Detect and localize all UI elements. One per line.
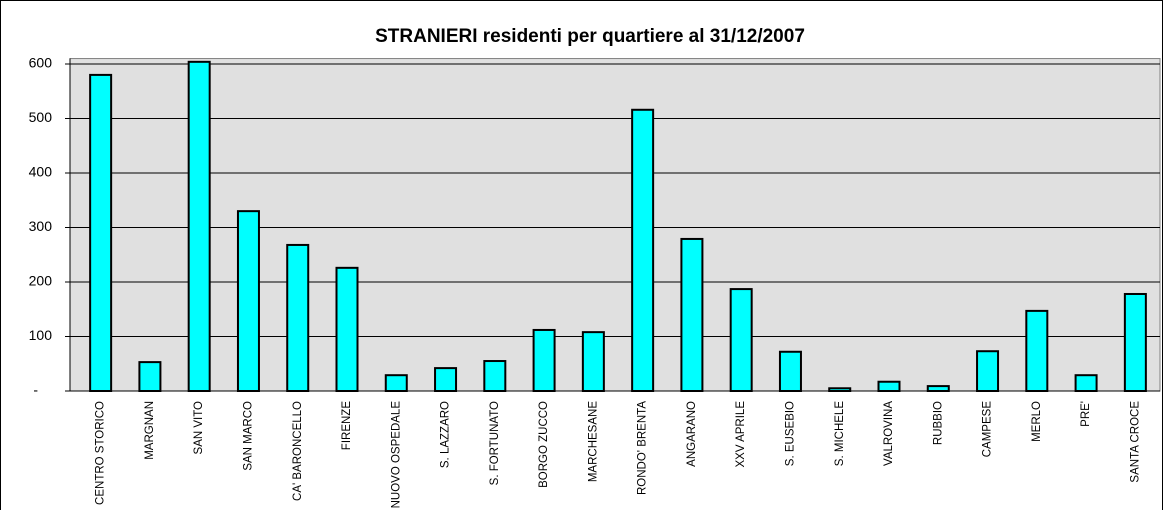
bar: [483, 360, 507, 392]
x-tick-label: RUBBIO: [932, 401, 944, 445]
bar: [532, 328, 556, 392]
y-tick-label: 600: [29, 55, 53, 71]
bar: [778, 350, 802, 393]
bar: [286, 243, 310, 392]
y-tick-label: 400: [29, 164, 53, 180]
bar: [187, 60, 211, 392]
x-tick-label: S. EUSEBIO: [784, 401, 796, 466]
bar: [335, 266, 359, 392]
x-tick-label: NUOVO OSPEDALE: [390, 401, 402, 509]
x-tick-label: CENTRO STORICO: [95, 401, 107, 505]
bar: [877, 380, 901, 392]
x-tick-label: XXV APRILE: [735, 401, 747, 468]
x-tick-label: MARCHESANE: [587, 401, 599, 482]
x-tick-label: BORGO ZUCCO: [538, 401, 550, 488]
chart-title: STRANIERI residenti per quartiere al 31/…: [375, 26, 805, 47]
x-tick-label: VALROVINA: [883, 401, 895, 466]
bar: [828, 387, 852, 392]
bar: [729, 288, 753, 392]
x-tick-label: SAN VITO: [193, 401, 205, 455]
y-tick-label: 100: [29, 327, 53, 343]
y-tick-label: 500: [29, 109, 53, 125]
bar: [434, 367, 458, 392]
bar: [680, 237, 704, 392]
x-tick-label: SANTA CROCE: [1129, 401, 1141, 483]
bar: [1074, 374, 1098, 393]
bar: [1025, 309, 1049, 393]
x-tick-label: S. FORTUNATO: [489, 401, 501, 485]
bar: [236, 210, 260, 392]
y-tick-label: 200: [29, 273, 53, 289]
x-tick-label: S. MICHELE: [834, 401, 846, 467]
bar: [138, 361, 162, 392]
x-tick-label: CA' BARONCELLO: [292, 401, 304, 501]
plot-area: [69, 58, 1161, 392]
bar: [976, 350, 1000, 392]
x-tick-label: FIRENZE: [341, 401, 353, 451]
bar: [384, 374, 408, 393]
bar: [89, 73, 113, 393]
bar: [926, 385, 950, 393]
x-tick-label: RONDO' BRENTA: [637, 401, 649, 495]
x-tick-label: MERLO: [1031, 401, 1043, 442]
x-tick-label: S. LAZZARO: [440, 401, 452, 468]
y-tick-label: -: [33, 382, 38, 398]
bar: [631, 108, 655, 392]
bar: [581, 331, 605, 393]
y-tick-label: 300: [29, 218, 53, 234]
bar: [1123, 292, 1147, 392]
x-tick-label: ANGARANO: [686, 401, 698, 467]
x-tick-label: MARGNAN: [144, 401, 156, 460]
x-tick-label: PRE': [1080, 401, 1092, 427]
x-tick-label: SAN MARCO: [242, 401, 254, 471]
x-tick-label: CAMPESE: [982, 401, 994, 458]
